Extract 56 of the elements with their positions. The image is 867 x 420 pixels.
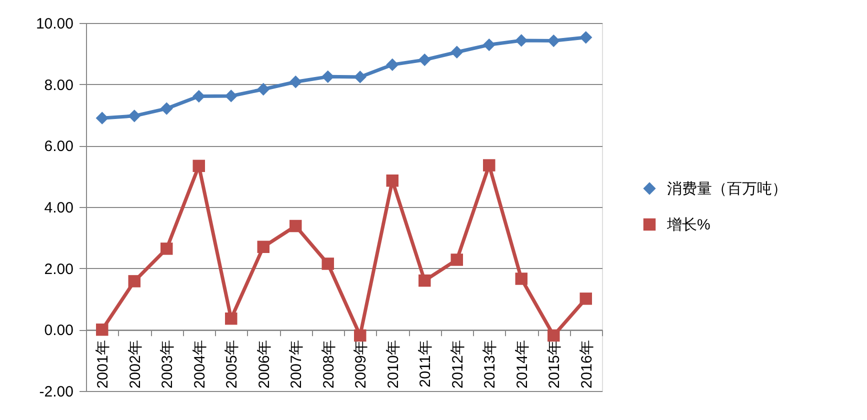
y-tick-label: 10.00 [36,16,74,32]
y-tick-label: 6.00 [44,138,74,156]
x-tick-label: 2016年 [578,340,596,389]
point [580,292,592,305]
legend-label: 增长% [666,216,710,234]
point [418,53,431,66]
y-tick-label: 4.00 [44,200,74,216]
point [160,242,173,255]
x-tick-label: 2005年 [224,340,241,389]
point [128,275,140,288]
point [257,240,270,253]
point [483,159,496,172]
point [354,329,366,342]
point [290,220,302,232]
point [450,254,463,266]
point [192,160,205,172]
point [386,58,399,72]
y-tick-label: 8.00 [44,76,74,94]
x-tick-label: 2006年 [256,340,273,389]
point [257,82,270,96]
x-tick-label: 2012年 [449,340,466,389]
point [547,34,560,48]
point [580,31,592,44]
point [515,34,528,47]
x-tick-label: 2002年 [126,340,144,389]
x-tick-label: 2009年 [352,340,370,389]
x-tick-label: 2010年 [384,340,402,389]
point [225,312,238,325]
y-tick-label: 2.00 [44,260,74,278]
point [548,329,560,342]
x-tick-label: 2003年 [159,340,176,389]
point [450,46,464,58]
point [418,274,431,287]
point [322,258,334,270]
point [515,272,528,285]
point [192,90,206,103]
y-tick-label: -2.00 [39,384,74,400]
point [354,70,366,84]
y-tick-label: 0.00 [44,322,74,340]
point [482,38,496,52]
x-tick-label: 2011年 [417,340,434,388]
x-tick-label: 2004年 [191,340,208,389]
x-tick-label: 2008年 [320,340,338,389]
x-tick-label: 2015年 [546,340,564,389]
point [386,174,398,187]
point [96,112,108,124]
legend-label: 消费量（百万吨） [667,180,787,198]
x-tick-label: 2001年 [94,340,112,389]
point [160,102,173,115]
point [224,90,238,102]
x-tick-label: 2013年 [482,340,499,389]
point [128,110,141,122]
x-tick-label: 2007年 [288,340,306,389]
x-tick-label: 2014年 [514,340,531,389]
point [96,324,108,336]
point [289,76,302,88]
